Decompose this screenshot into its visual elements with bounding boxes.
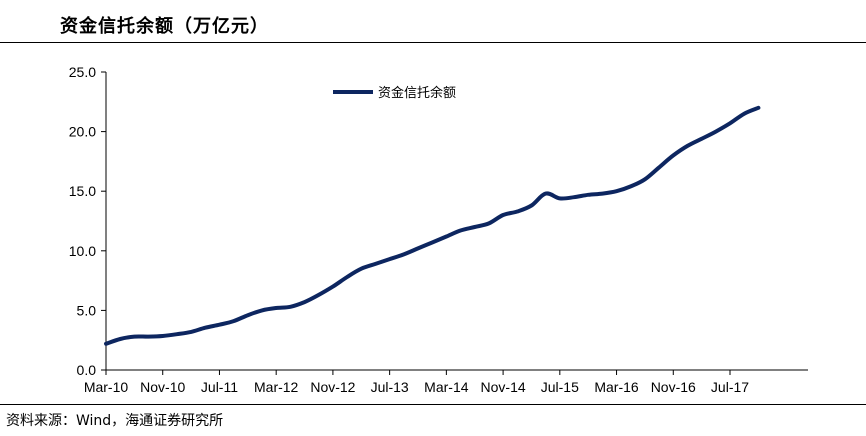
source-note: 资料来源：Wind，海通证券研究所 [6,413,224,429]
page-title: 资金信托余额（万亿元） [60,16,269,37]
x-tick-label: Jul-17 [711,379,749,395]
y-axis-tick-labels: 0.0 5.0 10.0 15.0 20.0 25.0 [69,64,96,378]
y-tick-label: 25.0 [69,64,96,80]
y-tick-label: 5.0 [77,302,97,318]
x-tick-label: Jul-13 [371,379,409,395]
x-tick-label: Jul-15 [541,379,579,395]
y-tick-label: 10.0 [69,243,96,259]
bottom-rule [0,404,866,405]
x-tick-label: Nov-16 [651,379,696,395]
y-tick-label: 20.0 [69,124,96,140]
y-tick-label: 0.0 [77,362,97,378]
x-tick-label: Nov-10 [140,379,185,395]
chart-axes [101,71,808,375]
x-tick-label: Mar-14 [424,379,469,395]
x-tick-label: Nov-14 [481,379,526,395]
legend: 资金信托余额 [333,85,456,101]
x-tick-label: Nov-12 [310,379,355,395]
x-tick-label: Jul-11 [201,379,238,395]
series-line [104,105,761,346]
x-axis-tick-labels: Mar-10 Nov-10 Jul-11 Mar-12 Nov-12 Jul-13 Mar-… [84,379,749,395]
top-rule [0,42,866,43]
x-tick-label: Mar-16 [594,379,639,395]
x-tick-label: Mar-10 [84,379,129,395]
series-layer [104,105,761,346]
y-tick-label: 15.0 [69,183,96,199]
line-chart: 0.0 5.0 10.0 15.0 20.0 25.0 Mar-10 Nov-10 Jul-1… [69,64,808,395]
x-tick-label: Mar-12 [254,379,299,395]
legend-label: 资金信托余额 [378,85,456,101]
